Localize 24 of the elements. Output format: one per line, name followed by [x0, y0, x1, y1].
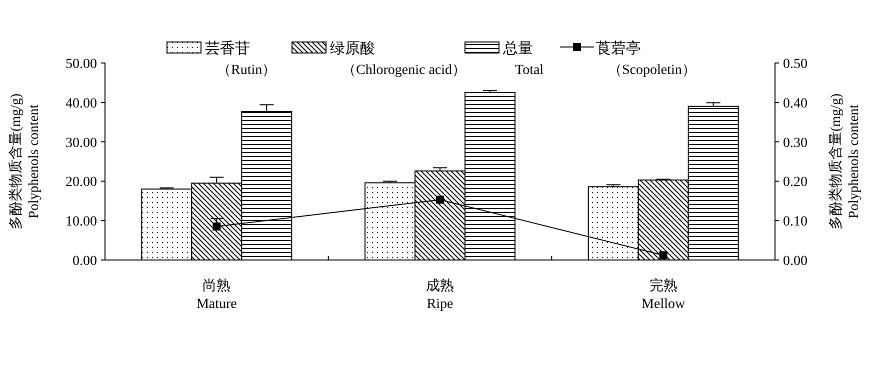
- legend-label: 绿原酸（Chlorogenic acid）: [330, 40, 466, 78]
- y-tick-label: 0.00: [72, 254, 97, 269]
- y-tick-label: 10.00: [66, 214, 97, 230]
- y2-tick-label: 0.10: [783, 214, 808, 230]
- y2-tick-label: 0.50: [783, 57, 808, 72]
- legend-label: 芸香苷（Rutin）: [205, 40, 276, 78]
- y2-tick-label: 0.00: [783, 254, 808, 269]
- y-tick-label: 50.00: [66, 57, 97, 72]
- point: [436, 196, 444, 204]
- x-tick-label: 完熟 Mellow: [642, 278, 686, 312]
- y-tick-label: 40.00: [66, 96, 97, 112]
- y2-tick-label: 0.40: [783, 96, 808, 112]
- y2-tick-label: 0.20: [783, 175, 808, 190]
- y-tick-label: 20.00: [66, 175, 97, 190]
- point: [212, 222, 221, 231]
- legend-label: 莨菪亭（Scopoletin）: [596, 40, 696, 78]
- y-axis-title: 多酚类物质含量(mg/g) Polyphenols content: [8, 93, 42, 230]
- legend-label: 总量 Total: [502, 40, 544, 78]
- y2-axis-title: 多酚类物质含量(mg/g) Polyphenols content: [828, 93, 862, 230]
- point: [659, 251, 668, 260]
- x-tick-label: 成熟 Ripe: [426, 278, 454, 312]
- y2-tick-label: 0.30: [783, 136, 808, 151]
- y-tick-label: 30.00: [66, 136, 97, 151]
- x-tick-label: 尚熟 Mature: [196, 278, 237, 312]
